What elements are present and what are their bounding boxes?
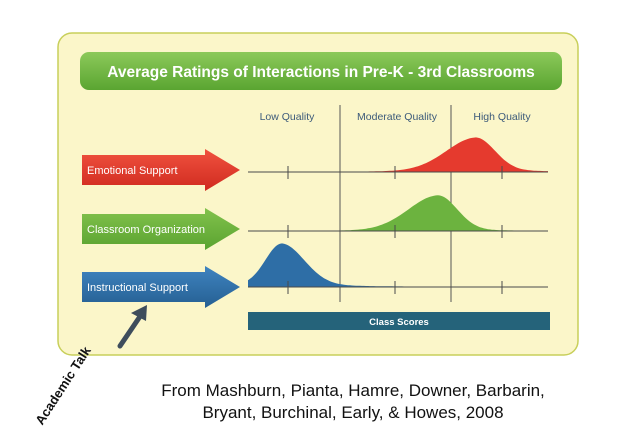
series-row-classroom-organization: Classroom Organization [82,195,548,250]
series-distribution-classroom-organization [248,195,548,231]
series-distribution-emotional-support [248,137,548,172]
series-arrow-emotional-support [82,149,240,191]
band-label-low: Low Quality [260,111,316,123]
citation-line-2: Bryant, Burchinal, Early, & Howes, 2008 [202,403,504,422]
title-banner [80,52,562,90]
series-label-emotional-support: Emotional Support [87,165,178,177]
citation: From Mashburn, Pianta, Hamre, Downer, Ba… [118,380,588,424]
series-label-classroom-organization: Classroom Organization [87,224,205,236]
series-arrow-classroom-organization [82,208,240,250]
chart-title: Average Ratings of Interactions in Pre-K… [107,64,535,81]
series-ticks-classroom-organization [287,225,503,238]
series-ticks-emotional-support [287,166,503,179]
class-scores-bar [248,312,550,330]
series-label-instructional-support: Instructional Support [87,282,188,294]
x-axis-label: Class Scores [369,317,429,328]
series-ticks-instructional-support [287,281,503,294]
band-label-high: High Quality [473,111,531,123]
band-label-moderate: Moderate Quality [357,111,438,123]
citation-line-1: From Mashburn, Pianta, Hamre, Downer, Ba… [161,381,545,400]
series-row-instructional-support: Instructional Support [82,243,548,308]
academic-talk-arrow-icon [117,305,147,349]
series-arrow-instructional-support [82,266,240,308]
series-distribution-instructional-support [248,243,548,287]
series-row-emotional-support: Emotional Support [82,137,548,191]
